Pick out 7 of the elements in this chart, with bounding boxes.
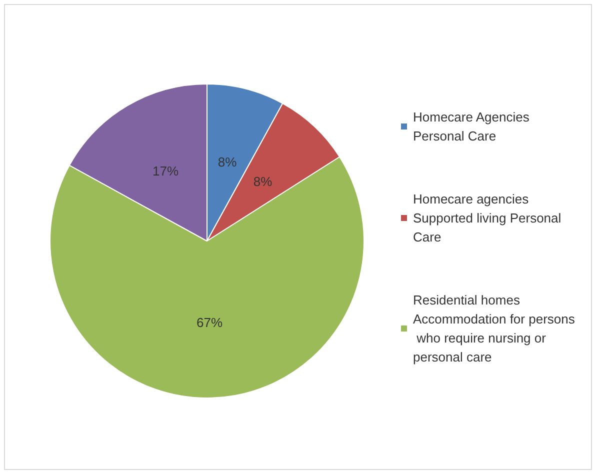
data-label: 8%	[218, 154, 238, 170]
data-label: 67%	[196, 314, 224, 330]
legend-label: Homecare agencies Supported living Personal Care	[413, 192, 565, 244]
data-label: 17%	[152, 163, 179, 178]
legend-label: Homecare Agencies Personal Care	[413, 110, 533, 144]
legend-label: Residential homes Accommodation for persons who require nursing or personal care	[413, 292, 576, 364]
data-label: 8%	[253, 174, 273, 190]
